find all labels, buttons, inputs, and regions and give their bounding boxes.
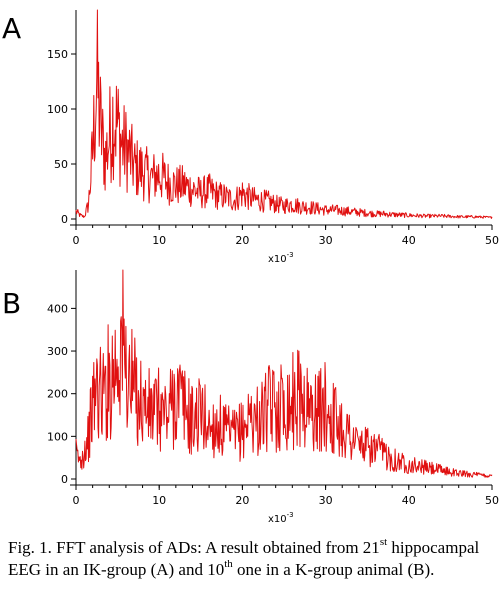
y-tick-label: 400 xyxy=(47,302,68,315)
y-tick-label: 300 xyxy=(47,345,68,358)
x-tick-label: 10 xyxy=(152,494,166,507)
y-tick-label: 150 xyxy=(47,48,68,61)
caption-text-1: Fig. 1. FFT analysis of ADs: A result ob… xyxy=(8,538,380,557)
series-line xyxy=(75,269,493,478)
caption-text-3: one in a K-group animal (B). xyxy=(232,560,435,579)
x-tick-label: 40 xyxy=(402,234,416,247)
x-tick-label: 30 xyxy=(319,494,333,507)
x-tick-label: 10 xyxy=(152,234,166,247)
y-tick-label: 0 xyxy=(61,213,68,226)
y-tick-label: 100 xyxy=(47,430,68,443)
x-tick-label: 40 xyxy=(402,494,416,507)
panel-label: A xyxy=(2,12,21,45)
x-multiplier-label: x10-3 xyxy=(268,251,294,265)
x-multiplier-label: x10-3 xyxy=(268,511,294,525)
x-tick-label: 20 xyxy=(235,494,249,507)
caption-text-2: hippocampal EEG in an IK-group (A) and 1… xyxy=(8,538,480,579)
x-tick-label: 30 xyxy=(319,234,333,247)
x-tick-label: 0 xyxy=(73,234,80,247)
x-tick-label: 50 xyxy=(485,494,499,507)
y-tick-label: 100 xyxy=(47,103,68,116)
figure-caption: Fig. 1. FFT analysis of ADs: A result ob… xyxy=(8,536,496,581)
caption-sup-1: st xyxy=(379,536,388,548)
y-tick-label: 50 xyxy=(54,158,68,171)
panel-label: B xyxy=(2,287,21,320)
caption-sup-2: th xyxy=(224,558,233,570)
chart-panel-b: B 0 10 20 30 40 50 0 100 200 300 400 x10-3 xyxy=(2,269,499,525)
x-tick-label: 20 xyxy=(235,234,249,247)
x-tick-label: 0 xyxy=(73,494,80,507)
y-tick-label: 200 xyxy=(47,388,68,401)
series-line xyxy=(75,9,493,219)
x-tick-label: 50 xyxy=(485,234,499,247)
chart-panel-a: A 0 10 20 30 40 50 0 50 100 150 x10-3 xyxy=(2,9,499,265)
y-tick-label: 0 xyxy=(61,473,68,486)
